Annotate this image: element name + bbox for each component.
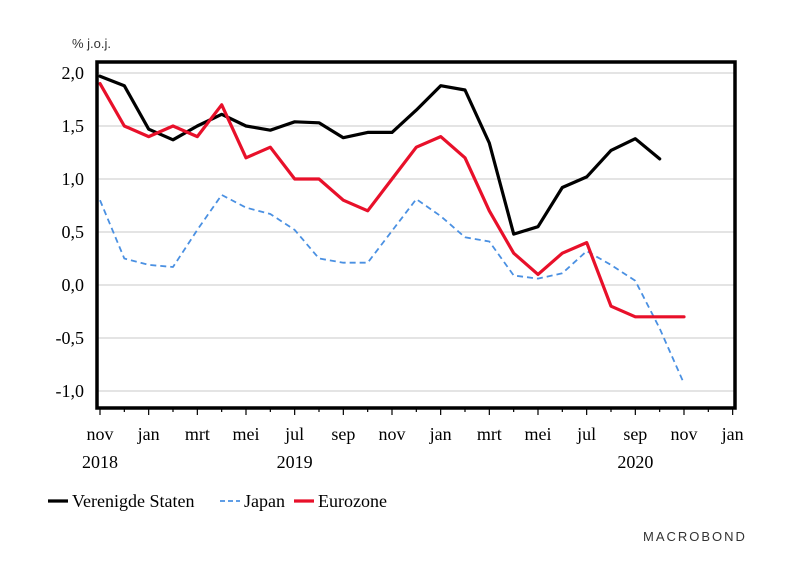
brand-label: MACROBOND bbox=[643, 529, 747, 544]
x-tick-label: mrt bbox=[477, 424, 502, 444]
x-tick-label: nov bbox=[670, 424, 697, 444]
x-tick-label: sep bbox=[331, 424, 355, 444]
y-tick-label: 2,0 bbox=[62, 63, 85, 83]
y-tick-label: 1,0 bbox=[62, 169, 85, 189]
x-tick-label: nov bbox=[378, 424, 405, 444]
x-year-label: 2018 bbox=[82, 452, 118, 472]
x-year-label: 2019 bbox=[277, 452, 313, 472]
series-line-verenigde-staten bbox=[98, 74, 662, 236]
y-tick-label: 1,5 bbox=[62, 116, 85, 136]
x-tick-label: jul bbox=[284, 424, 304, 444]
legend-label: Japan bbox=[244, 491, 285, 511]
y-axis: 2,0 1,5 1,0 0,5 0,0 -0,5 -1,0 bbox=[56, 63, 85, 401]
x-tick-label: jul bbox=[576, 424, 596, 444]
x-tick-label: mrt bbox=[185, 424, 210, 444]
legend-label: Verenigde Staten bbox=[72, 491, 194, 511]
plot-frame bbox=[95, 60, 737, 410]
x-year-label: 2020 bbox=[617, 452, 653, 472]
y-tick-label: 0,0 bbox=[62, 275, 85, 295]
series-layer bbox=[98, 74, 686, 384]
x-tick-label: jan bbox=[429, 424, 452, 444]
x-tick-label: mei bbox=[524, 424, 551, 444]
series-line-eurozone bbox=[98, 81, 686, 319]
x-tick-label: jan bbox=[721, 424, 744, 444]
unit-label: % j.o.j. bbox=[72, 36, 111, 51]
x-tick-label: mei bbox=[232, 424, 259, 444]
x-tick-label: nov bbox=[87, 424, 114, 444]
y-tick-label: -0,5 bbox=[56, 328, 85, 348]
y-tick-label: -1,0 bbox=[56, 381, 85, 401]
legend: Verenigde Staten Japan Eurozone bbox=[48, 491, 387, 511]
x-tick-label: jan bbox=[137, 424, 160, 444]
legend-label: Eurozone bbox=[318, 491, 387, 511]
x-axis: nov jan mrt mei jul sep nov jan mrt mei jul sep nov j… bbox=[82, 408, 744, 472]
x-tick-label: sep bbox=[623, 424, 647, 444]
grid bbox=[97, 72, 735, 392]
macrobond-logo: MACROBOND bbox=[643, 529, 747, 544]
series-line-japan bbox=[99, 193, 685, 384]
y-tick-label: 0,5 bbox=[62, 222, 85, 242]
